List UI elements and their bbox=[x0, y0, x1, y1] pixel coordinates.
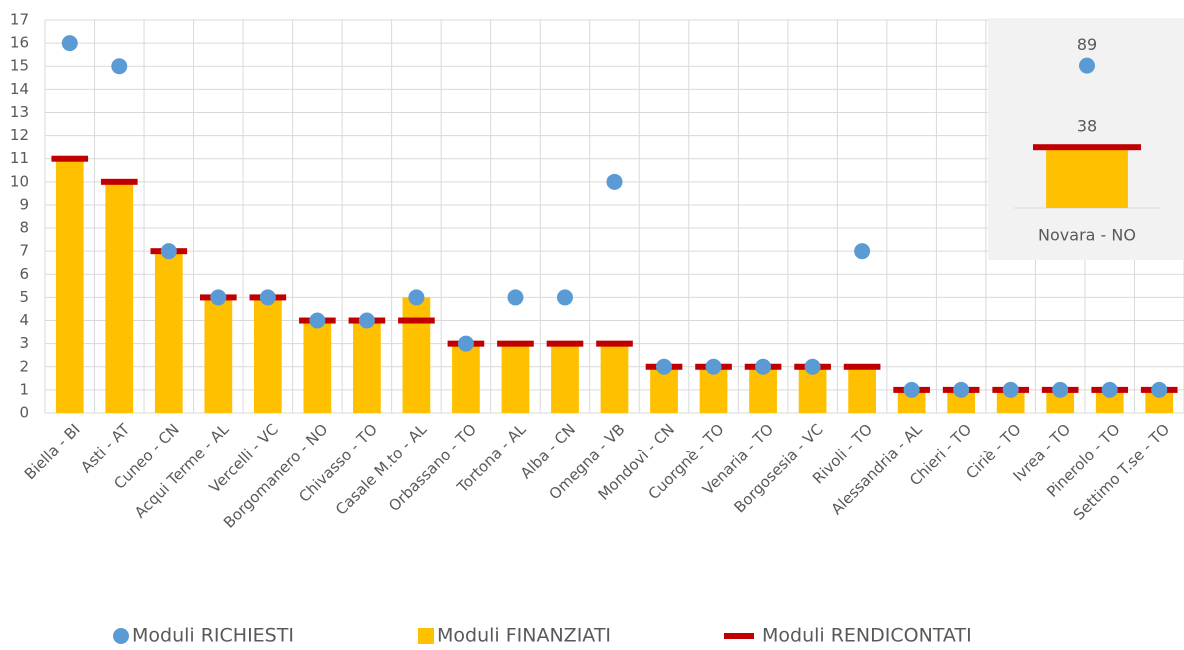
dash bbox=[100, 178, 138, 185]
dot bbox=[1101, 381, 1118, 398]
bar bbox=[600, 343, 629, 413]
dot bbox=[160, 243, 177, 260]
bar bbox=[204, 297, 233, 413]
dot bbox=[804, 358, 821, 375]
bar bbox=[996, 389, 1025, 413]
dot bbox=[111, 58, 128, 75]
bar bbox=[1145, 389, 1174, 413]
data-label: 38 bbox=[1077, 117, 1097, 136]
dot bbox=[457, 335, 474, 352]
bar bbox=[1046, 147, 1128, 208]
legend-swatch bbox=[724, 633, 754, 639]
legend-label: Moduli RICHIESTI bbox=[132, 625, 294, 647]
dot bbox=[61, 35, 78, 52]
legend-label: Moduli FINANZIATI bbox=[437, 625, 611, 647]
legend-swatch bbox=[418, 628, 434, 644]
dot bbox=[556, 289, 573, 306]
bar bbox=[947, 389, 976, 413]
y-tick-label: 1 bbox=[19, 380, 29, 398]
bar bbox=[452, 343, 480, 413]
dash bbox=[398, 317, 435, 324]
y-tick-label: 0 bbox=[19, 404, 29, 422]
dot bbox=[210, 289, 227, 306]
y-tick-label: 8 bbox=[19, 219, 29, 237]
y-tick-label: 3 bbox=[19, 334, 29, 352]
bar bbox=[1046, 389, 1075, 413]
y-tick-label: 14 bbox=[10, 80, 29, 98]
data-label: 89 bbox=[1077, 35, 1097, 54]
y-tick-label: 5 bbox=[19, 288, 29, 306]
y-tick-label: 10 bbox=[10, 172, 29, 190]
x-tick-label: Novara - NO bbox=[1038, 226, 1136, 245]
bar bbox=[303, 320, 332, 413]
legend-label: Moduli RENDICONTATI bbox=[762, 625, 972, 647]
bar bbox=[154, 251, 183, 413]
dot bbox=[507, 289, 524, 306]
y-tick-label: 13 bbox=[10, 103, 29, 121]
dot bbox=[705, 358, 722, 375]
bar bbox=[551, 343, 579, 413]
x-tick-label: Casale M.to - AL bbox=[332, 420, 431, 519]
bar bbox=[55, 158, 84, 413]
y-tick-label: 6 bbox=[19, 265, 29, 283]
bar bbox=[253, 297, 282, 413]
dash bbox=[1032, 144, 1142, 151]
dash bbox=[51, 155, 89, 162]
bar bbox=[105, 181, 134, 413]
dot bbox=[358, 312, 375, 329]
dot bbox=[408, 289, 425, 306]
y-tick-label: 15 bbox=[10, 57, 29, 75]
bar bbox=[501, 343, 530, 413]
dot bbox=[755, 358, 772, 375]
y-tick-label: 16 bbox=[10, 34, 29, 52]
bar bbox=[848, 366, 876, 413]
bar bbox=[897, 389, 926, 413]
x-tick-label: Settimo T.se - TO bbox=[1070, 420, 1173, 523]
y-tick-label: 9 bbox=[19, 195, 29, 213]
x-tick-label: Alessandria - AL bbox=[828, 420, 926, 518]
legend-swatch bbox=[113, 628, 129, 644]
y-tick-label: 2 bbox=[19, 357, 29, 375]
x-tick-label: Biella - BI bbox=[21, 420, 84, 483]
dash bbox=[596, 340, 633, 347]
dot bbox=[259, 289, 276, 306]
dot bbox=[854, 243, 871, 260]
y-tick-label: 4 bbox=[19, 311, 29, 329]
bar bbox=[353, 320, 381, 413]
dash bbox=[843, 363, 881, 370]
dot bbox=[1079, 57, 1095, 74]
y-tick-label: 7 bbox=[19, 242, 29, 260]
y-tick-label: 12 bbox=[10, 126, 29, 144]
dot bbox=[1002, 381, 1019, 398]
inset-panel bbox=[988, 18, 1184, 260]
y-tick-label: 11 bbox=[10, 149, 29, 167]
bar bbox=[402, 297, 431, 413]
dot bbox=[656, 358, 673, 375]
y-tick-label: 17 bbox=[10, 11, 29, 29]
dot bbox=[953, 381, 970, 398]
x-tick-label: Orbassano - TO bbox=[385, 420, 480, 515]
dot bbox=[1052, 381, 1069, 398]
bar bbox=[1095, 389, 1124, 413]
dot bbox=[1151, 381, 1168, 398]
dash bbox=[497, 340, 534, 347]
dot bbox=[606, 173, 623, 190]
dash bbox=[546, 340, 584, 347]
dot bbox=[903, 381, 920, 398]
dot bbox=[309, 312, 326, 329]
x-tick-label: Borgosesia - VC bbox=[730, 420, 826, 516]
